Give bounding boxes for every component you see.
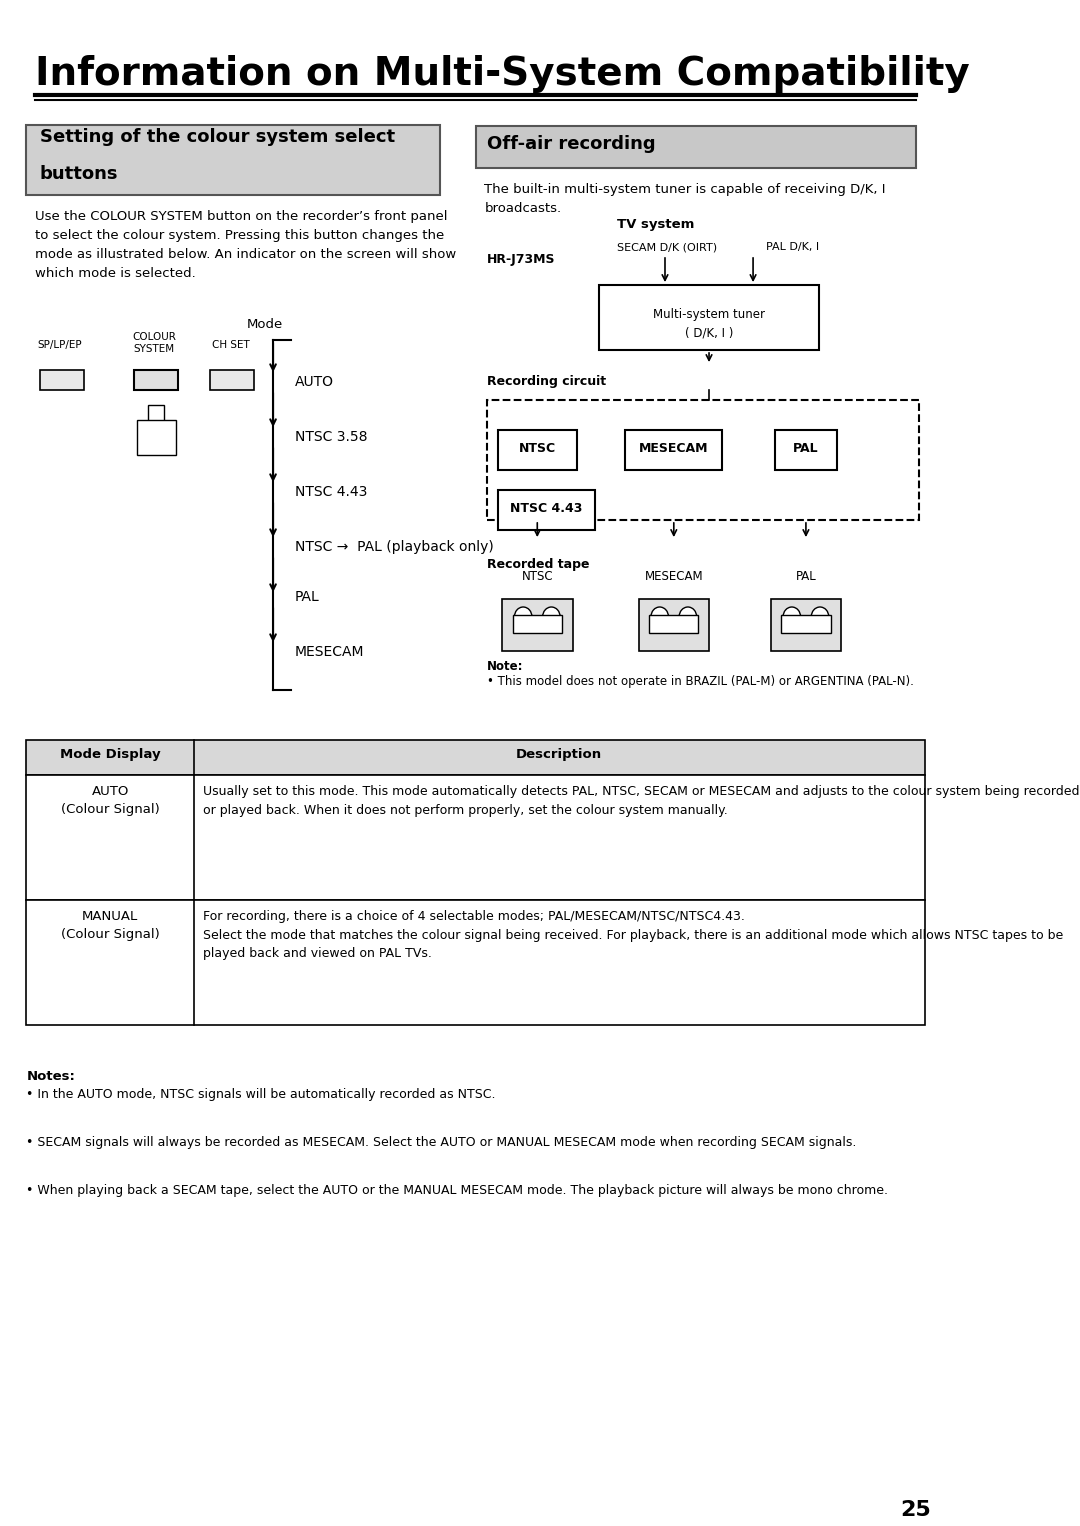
Bar <box>502 600 572 652</box>
Bar <box>498 430 577 470</box>
Text: COLOUR
SYSTEM: COLOUR SYSTEM <box>132 333 176 354</box>
Text: NTSC: NTSC <box>518 443 556 455</box>
Text: • In the AUTO mode, NTSC signals will be automatically recorded as NTSC.: • In the AUTO mode, NTSC signals will be… <box>26 1088 496 1100</box>
Text: SECAM D/K (OIRT): SECAM D/K (OIRT) <box>617 243 717 252</box>
Text: NTSC 4.43: NTSC 4.43 <box>510 502 582 514</box>
Bar <box>26 775 924 900</box>
Text: Note:: Note: <box>487 661 524 673</box>
Text: Use the COLOUR SYSTEM button on the recorder’s front panel
to select the colour : Use the COLOUR SYSTEM button on the reco… <box>36 211 457 279</box>
Bar <box>26 900 924 1025</box>
Text: TV system: TV system <box>617 218 694 230</box>
Text: Off-air recording: Off-air recording <box>487 134 656 153</box>
Bar <box>781 615 831 633</box>
Text: PAL D/K, I: PAL D/K, I <box>767 243 820 252</box>
Circle shape <box>811 607 828 627</box>
Circle shape <box>542 607 561 627</box>
Bar <box>148 404 164 430</box>
Text: • This model does not operate in BRAZIL (PAL-M) or ARGENTINA (PAL-N).: • This model does not operate in BRAZIL … <box>487 674 914 688</box>
Bar <box>26 740 924 775</box>
Text: • SECAM signals will always be recorded as MESECAM. Select the AUTO or MANUAL ME: • SECAM signals will always be recorded … <box>26 1135 856 1149</box>
Bar <box>771 600 841 652</box>
Bar <box>638 600 710 652</box>
Text: The built-in multi-system tuner is capable of receiving D/K, I
broadcasts.: The built-in multi-system tuner is capab… <box>485 183 886 215</box>
Text: Information on Multi-System Compatibility: Information on Multi-System Compatibilit… <box>36 55 970 93</box>
Bar <box>136 420 176 455</box>
Text: MESECAM: MESECAM <box>295 645 365 659</box>
Circle shape <box>651 607 669 627</box>
Text: Setting of the colour system select: Setting of the colour system select <box>40 128 395 146</box>
Text: buttons: buttons <box>40 165 118 183</box>
Text: HR-J73MS: HR-J73MS <box>487 253 555 266</box>
Text: Mode Display: Mode Display <box>59 748 161 761</box>
Text: Multi-system tuner
( D/K, I ): Multi-system tuner ( D/K, I ) <box>653 308 765 339</box>
Circle shape <box>783 607 800 627</box>
Bar <box>625 430 723 470</box>
Circle shape <box>679 607 697 627</box>
Text: CH SET: CH SET <box>212 340 249 349</box>
Text: PAL: PAL <box>793 443 819 455</box>
Bar <box>775 430 837 470</box>
Text: Usually set to this mode. This mode automatically detects PAL, NTSC, SECAM or ME: Usually set to this mode. This mode auto… <box>203 784 1079 816</box>
Text: PAL: PAL <box>796 571 816 583</box>
Bar <box>498 490 594 530</box>
Bar <box>26 125 441 195</box>
Text: 25: 25 <box>901 1500 931 1520</box>
Bar <box>649 615 699 633</box>
Text: SP/LP/EP: SP/LP/EP <box>38 340 82 349</box>
Bar <box>210 369 254 391</box>
Text: AUTO: AUTO <box>295 375 334 389</box>
Bar <box>475 127 916 168</box>
Bar <box>599 285 819 349</box>
Bar <box>487 400 919 520</box>
Text: MESECAM: MESECAM <box>639 443 708 455</box>
Text: Recorded tape: Recorded tape <box>487 559 590 571</box>
Text: NTSC 3.58: NTSC 3.58 <box>295 430 367 444</box>
Text: AUTO
(Colour Signal): AUTO (Colour Signal) <box>60 784 160 816</box>
Text: NTSC 4.43: NTSC 4.43 <box>295 485 367 499</box>
Text: NTSC: NTSC <box>522 571 553 583</box>
Text: Mode: Mode <box>246 317 283 331</box>
Bar <box>513 615 562 633</box>
Bar <box>40 369 83 391</box>
Text: For recording, there is a choice of 4 selectable modes; PAL/MESECAM/NTSC/NTSC4.4: For recording, there is a choice of 4 se… <box>203 909 1063 960</box>
Text: Description: Description <box>516 748 603 761</box>
Circle shape <box>514 607 532 627</box>
Text: MANUAL
(Colour Signal): MANUAL (Colour Signal) <box>60 909 160 942</box>
Text: Notes:: Notes: <box>26 1070 76 1083</box>
Text: • When playing back a SECAM tape, select the AUTO or the MANUAL MESECAM mode. Th: • When playing back a SECAM tape, select… <box>26 1184 889 1196</box>
Text: Recording circuit: Recording circuit <box>487 375 606 388</box>
Text: NTSC →  PAL (playback only): NTSC → PAL (playback only) <box>295 540 494 554</box>
Bar <box>134 369 178 391</box>
Text: MESECAM: MESECAM <box>645 571 703 583</box>
Text: PAL: PAL <box>295 591 320 604</box>
